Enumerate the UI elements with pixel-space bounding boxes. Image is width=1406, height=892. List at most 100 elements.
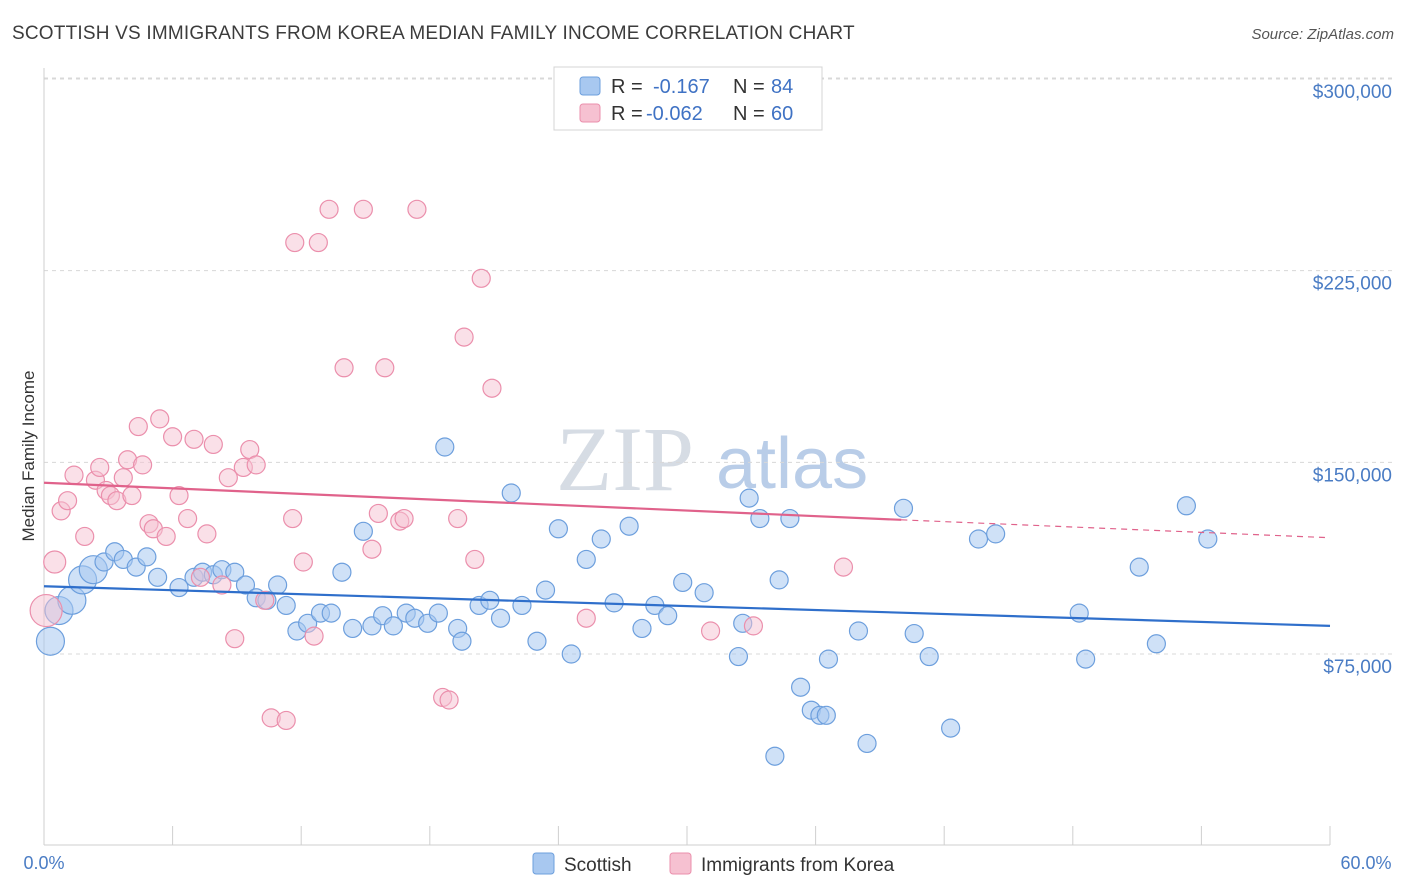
- korea-point: [700, 621, 721, 641]
- y-tick-label: $300,000: [1313, 82, 1392, 103]
- scottish-point: [512, 595, 532, 616]
- korea-point: [225, 629, 245, 649]
- korea-point: [169, 485, 189, 506]
- scottish-point: [276, 595, 296, 616]
- scottish-point: [452, 631, 472, 651]
- scottish-point: [561, 644, 581, 664]
- x-tick-label-start: 0.0%: [23, 853, 64, 873]
- scottish-point: [225, 562, 245, 582]
- korea-point: [407, 199, 427, 219]
- watermark-zip: ZIP: [556, 408, 694, 510]
- korea-point: [203, 434, 223, 455]
- scottish-point: [632, 618, 652, 639]
- korea-point: [362, 539, 382, 559]
- legend-n-value-scottish: 84: [771, 76, 793, 98]
- scottish-point: [1198, 529, 1218, 549]
- scottish-point: [576, 549, 596, 570]
- korea-point: [178, 508, 198, 529]
- scottish-point: [919, 646, 939, 667]
- korea-trend-extension: [901, 519, 1331, 539]
- scottish-point: [619, 516, 639, 536]
- legend-r-value-scottish: -0.167: [653, 76, 710, 98]
- scottish-point: [1146, 634, 1166, 654]
- scottish-point: [818, 649, 839, 669]
- korea-point: [308, 232, 328, 253]
- korea-point: [197, 524, 217, 544]
- bottom-legend-swatch-scottish: [532, 852, 555, 875]
- scottish-point: [428, 603, 448, 623]
- scottish-point: [816, 705, 836, 725]
- korea-point: [190, 567, 211, 587]
- scottish-point: [332, 562, 352, 582]
- scottish-point: [147, 567, 168, 587]
- scottish-point: [893, 498, 914, 518]
- korea-point: [255, 590, 275, 610]
- scottish-point: [904, 623, 924, 644]
- korea-point: [304, 626, 324, 646]
- scottish-point: [235, 575, 256, 595]
- scottish-point: [857, 733, 877, 754]
- bottom-legend-swatch-korea: [669, 852, 692, 875]
- korea-point: [482, 378, 502, 398]
- chart-title: SCOTTISH VS IMMIGRANTS FROM KOREA MEDIAN…: [12, 23, 855, 44]
- korea-point: [471, 268, 491, 288]
- korea-point: [368, 503, 388, 524]
- korea-trend-line: [43, 481, 902, 521]
- legend-swatch-scottish: [579, 76, 601, 96]
- korea-point: [128, 416, 148, 437]
- bottom-legend-label-korea: Immigrants from Korea: [701, 855, 895, 876]
- scottish-point: [658, 606, 678, 626]
- scottish-point: [986, 524, 1006, 544]
- grid-layer: [44, 77, 1392, 655]
- korea-point: [334, 358, 354, 378]
- scottish-point: [765, 746, 785, 766]
- korea-point: [75, 526, 95, 547]
- korea-point: [465, 549, 485, 570]
- korea-point: [576, 608, 596, 628]
- x-tick-marks: [43, 826, 1331, 845]
- korea-points: [29, 199, 854, 731]
- korea-point: [90, 457, 110, 478]
- scottish-point: [728, 646, 749, 667]
- korea-point: [212, 575, 232, 595]
- scottish-point: [343, 618, 363, 639]
- scottish-point: [548, 519, 569, 539]
- scottish-point: [1076, 649, 1096, 669]
- legend-n-value-korea: 60: [771, 103, 793, 125]
- korea-point: [184, 429, 204, 449]
- korea-point: [122, 485, 142, 506]
- korea-point: [218, 468, 238, 488]
- x-tick-label-end: 60.0%: [1340, 853, 1391, 873]
- scottish-trend-line: [43, 585, 1331, 627]
- scottish-point: [535, 580, 556, 600]
- bottom-legend-label-scottish: Scottish: [564, 855, 632, 876]
- legend-r-label-scottish: R =: [611, 76, 643, 98]
- scottish-point: [673, 572, 693, 593]
- legend-n-label-scottish: N =: [733, 76, 765, 98]
- y-tick-label: $75,000: [1323, 657, 1392, 678]
- legend-r-value-korea: -0.062: [646, 103, 703, 125]
- scottish-point: [780, 508, 800, 529]
- legend-r-label-korea: R =: [611, 103, 643, 125]
- korea-point: [64, 465, 84, 485]
- scottish-point: [739, 488, 759, 508]
- korea-point: [113, 468, 133, 488]
- chart-source: Source: ZipAtlas.com: [1251, 26, 1394, 43]
- legend-top: R = -0.167 N = 84 R = -0.062 N = 60: [553, 66, 823, 131]
- korea-point: [319, 199, 339, 219]
- scottish-point: [968, 529, 989, 549]
- scottish-point: [435, 437, 455, 457]
- scottish-point: [790, 677, 811, 697]
- scottish-point: [501, 483, 521, 503]
- scottish-point: [35, 626, 66, 656]
- korea-point: [163, 427, 183, 447]
- korea-point: [454, 327, 474, 347]
- scottish-point: [383, 616, 403, 636]
- y-axis-label: Median Family Income: [19, 370, 38, 541]
- korea-point: [283, 508, 303, 529]
- scottish-point: [268, 575, 288, 595]
- y-tick-label: $150,000: [1313, 465, 1392, 486]
- watermark: ZIP atlas: [556, 408, 868, 510]
- korea-point: [43, 550, 67, 574]
